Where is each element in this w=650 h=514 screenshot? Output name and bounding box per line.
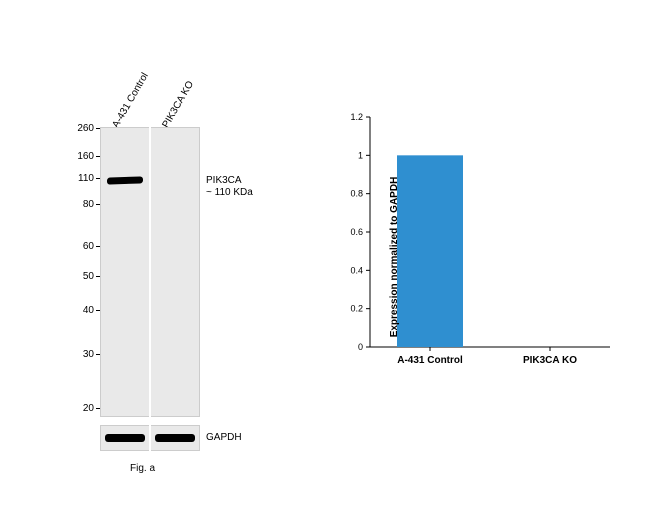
mw-tick: 260	[66, 123, 94, 134]
mw-tick: 110	[66, 173, 94, 184]
mw-tick: 50	[66, 271, 94, 282]
svg-text:A-431 Control: A-431 Control	[397, 355, 463, 366]
target-size-label: ~ 110 KDa	[206, 187, 253, 198]
figure-caption: Fig. a	[130, 463, 155, 474]
mw-tick: 80	[66, 199, 94, 210]
lane-label-control: A-431 Control	[110, 71, 150, 130]
gapdh-band	[155, 434, 195, 442]
bar-chart-panel: Expression normalized to GAPDH 0 0.2 0.4 0.…	[320, 107, 630, 407]
svg-text:0.6: 0.6	[350, 227, 363, 237]
mw-tick: 30	[66, 349, 94, 360]
svg-text:1: 1	[358, 150, 363, 160]
svg-text:0.8: 0.8	[350, 189, 363, 199]
membrane-lane-divider	[149, 127, 151, 417]
western-blot-panel: A-431 Control PIK3CA KO 260 160 110 80 6…	[20, 27, 300, 487]
gapdh-lane-divider	[149, 425, 151, 451]
svg-text:1.2: 1.2	[350, 112, 363, 122]
pik3ca-band	[107, 176, 143, 184]
mw-tick: 160	[66, 151, 94, 162]
lane-label-ko: PIK3CA KO	[160, 79, 196, 130]
mw-tick: 40	[66, 305, 94, 316]
gapdh-band	[105, 434, 145, 442]
loading-control-label: GAPDH	[206, 432, 242, 443]
mw-tick: 20	[66, 403, 94, 414]
mw-tick: 60	[66, 241, 94, 252]
svg-text:0.4: 0.4	[350, 265, 363, 275]
svg-text:PIK3CA KO: PIK3CA KO	[523, 355, 577, 366]
svg-text:0.2: 0.2	[350, 304, 363, 314]
y-axis-title: Expression normalized to GAPDH	[389, 177, 400, 338]
target-label: PIK3CA	[206, 175, 242, 186]
svg-text:0: 0	[358, 342, 363, 352]
bar-chart-svg: 0 0.2 0.4 0.6 0.8 1 1.2 A-431 Control PIK3CA KO	[320, 107, 630, 387]
